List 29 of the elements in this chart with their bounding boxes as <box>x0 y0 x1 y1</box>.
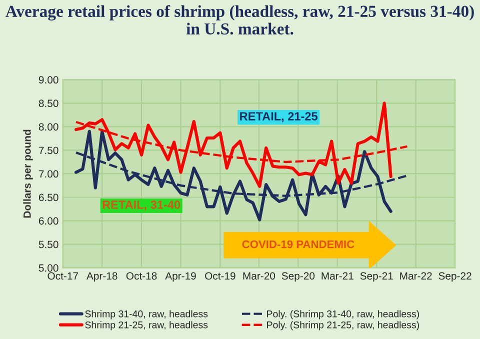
y-tick-label: 5.00 <box>38 264 58 272</box>
y-tick-label: 8.00 <box>38 123 58 131</box>
y-axis-title: Dollars per pound <box>23 130 33 218</box>
y-tick-label: 8.50 <box>38 100 58 108</box>
legend-label: Shrimp 21-25, raw, headless <box>85 321 208 330</box>
annotation: RETAIL, 21-25 <box>240 112 318 122</box>
chart-title: Average retail prices of shrimp (headless, raw, 21-25 versus 31-40) in U.S. market. <box>6 5 474 35</box>
legend-label: Poly. (Shrimp 31-40, raw, headless) <box>267 310 419 320</box>
x-tick-label: Mar-22 <box>400 272 432 280</box>
legend-label: Shrimp 31-40, raw, headless <box>85 310 208 320</box>
x-tick-label: Oct-19 <box>205 272 236 280</box>
x-tick-label: Sep-22 <box>438 272 472 282</box>
x-tick-label: Mar-21 <box>322 272 354 280</box>
y-tick-label: 6.50 <box>38 194 58 202</box>
x-tick-label: Mar-20 <box>243 272 276 280</box>
legend-label: Poly. (Shrimp 21-25, raw, headless) <box>267 321 419 330</box>
annotation: RETAIL, 31-40 <box>102 200 180 211</box>
x-tick-label: Apr-19 <box>165 272 196 282</box>
x-tick-label: Sep-20 <box>282 272 315 282</box>
y-tick-label: 6.00 <box>38 217 58 225</box>
y-tick-label: 5.50 <box>38 240 58 248</box>
x-tick-label: Apr-18 <box>86 272 118 282</box>
y-tick-label: 9.00 <box>38 76 58 84</box>
y-tick-label: 7.50 <box>38 146 58 154</box>
annotation: COVID-19 PANDEMIC <box>242 240 354 248</box>
y-tick-label: 7.00 <box>38 170 58 178</box>
x-tick-label: Oct-17 <box>48 272 78 280</box>
x-tick-label: Sep-21 <box>360 272 393 282</box>
x-tick-label: Oct-18 <box>126 272 157 280</box>
